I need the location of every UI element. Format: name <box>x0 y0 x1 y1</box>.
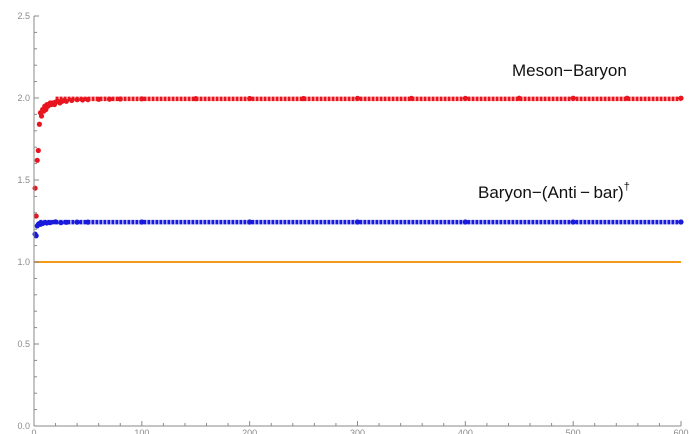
data-point <box>74 97 80 103</box>
data-point <box>106 96 113 102</box>
annotation-meson-baryon: Meson−Baryon <box>512 61 627 80</box>
data-point <box>63 98 69 104</box>
data-point <box>63 219 69 225</box>
data-point <box>193 96 199 102</box>
data-point <box>408 95 415 101</box>
annotation-baryon-antibar: Baryon−(Anti − bar)† <box>478 181 630 202</box>
data-point <box>85 97 91 103</box>
data-point <box>247 95 253 102</box>
x-tick-label: 300 <box>350 428 365 434</box>
red-series <box>32 95 684 219</box>
y-tick-label: 0.5 <box>17 339 30 349</box>
y-tick-label: 2.0 <box>17 93 30 103</box>
data-point <box>462 219 468 225</box>
data-point <box>139 219 145 225</box>
data-point <box>33 233 39 239</box>
data-point <box>117 96 123 102</box>
x-tick-label: 600 <box>673 428 688 434</box>
y-tick-label: 1.5 <box>17 175 30 185</box>
data-point <box>79 97 86 103</box>
data-point <box>570 219 576 225</box>
data-point <box>74 219 80 225</box>
data-point <box>139 96 145 102</box>
data-point <box>354 95 361 101</box>
data-point <box>32 185 38 191</box>
data-point <box>516 95 522 101</box>
data-point <box>35 147 41 154</box>
x-tick-label: 0 <box>31 428 36 434</box>
data-point <box>678 95 684 101</box>
data-point <box>354 219 361 225</box>
data-point <box>570 95 576 101</box>
axes: 0 100 200 300 400 500 600 0.0 0.5 1.0 1.5 2.0 2.5 <box>17 11 688 434</box>
data-point <box>462 95 468 101</box>
data-point <box>624 95 630 101</box>
data-point <box>247 219 253 225</box>
x-tick-label: 200 <box>242 428 257 434</box>
data-point <box>96 96 102 102</box>
data-point <box>69 97 75 104</box>
y-tick-label: 1.0 <box>17 257 30 267</box>
blue-series <box>32 219 684 239</box>
data-point <box>85 219 91 225</box>
data-point <box>300 95 307 102</box>
data-point <box>34 157 40 163</box>
y-tick-label: 0.0 <box>17 421 30 431</box>
data-point <box>52 219 59 225</box>
data-point <box>58 220 64 226</box>
data-point <box>36 121 42 127</box>
data-point <box>678 219 684 225</box>
data-point <box>33 213 39 219</box>
x-tick-label: 500 <box>566 428 581 434</box>
x-tick-label: 400 <box>458 428 473 434</box>
data-point <box>47 220 53 226</box>
y-tick-label: 2.5 <box>17 11 30 21</box>
data-point <box>38 113 45 119</box>
x-tick-label: 100 <box>134 428 149 434</box>
